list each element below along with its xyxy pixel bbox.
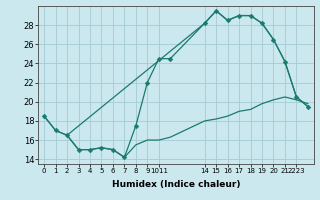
- X-axis label: Humidex (Indice chaleur): Humidex (Indice chaleur): [112, 180, 240, 189]
